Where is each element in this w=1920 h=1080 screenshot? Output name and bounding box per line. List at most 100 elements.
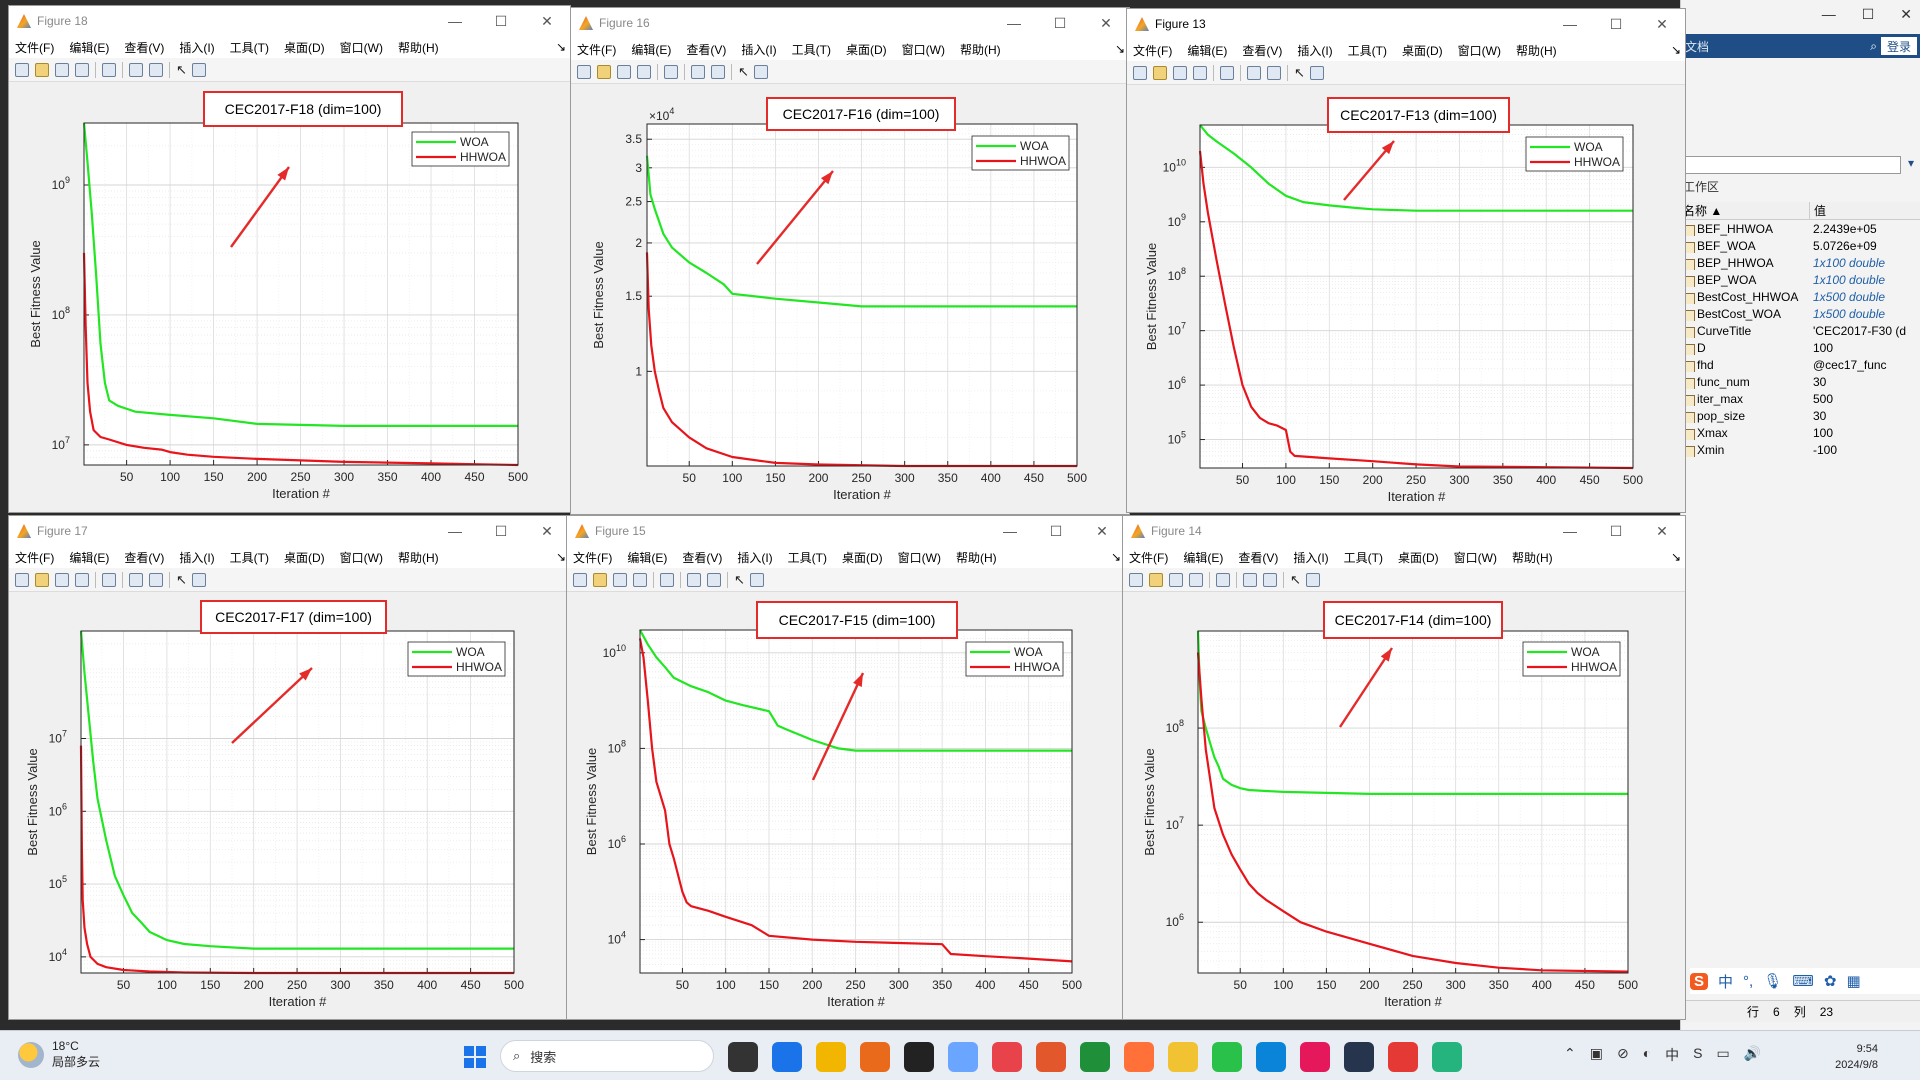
- new-figure-icon[interactable]: [15, 62, 29, 77]
- menu-item[interactable]: 桌面(D): [283, 40, 325, 55]
- figure-canvas[interactable]: 107 108 109 50 100 150 200 250 300 350 400 450 500 It…: [9, 82, 570, 512]
- minimize-icon[interactable]: —: [1003, 522, 1017, 539]
- menu-item[interactable]: 插入(I): [741, 42, 777, 57]
- ime-mode[interactable]: 中: [1718, 973, 1734, 991]
- sogou-tray-icon[interactable]: S: [1693, 1045, 1703, 1061]
- menu-item[interactable]: 编辑(E): [69, 550, 110, 565]
- print-icon[interactable]: [1189, 572, 1203, 587]
- maximize-icon[interactable]: ☐: [1049, 522, 1063, 539]
- menu-overflow-icon[interactable]: ↘: [1670, 43, 1681, 57]
- link-plot-icon[interactable]: [1243, 572, 1257, 587]
- video-icon[interactable]: [816, 1042, 846, 1072]
- menu-item[interactable]: 帮助(H): [397, 40, 439, 55]
- mail-icon[interactable]: [772, 1042, 802, 1072]
- print-preview-icon[interactable]: [102, 62, 116, 77]
- figure-canvas[interactable]: 106 107 108 50 100 150 200 250 300 350 400 450 500 It…: [1123, 592, 1685, 1019]
- keyboard-icon[interactable]: ⌨: [1792, 973, 1814, 990]
- figure-titlebar[interactable]: Figure 17 — ☐ ✕: [9, 516, 570, 546]
- menu-item[interactable]: 编辑(E): [631, 42, 672, 57]
- figure-titlebar[interactable]: Figure 14 — ☐ ✕: [1123, 516, 1685, 546]
- figure-titlebar[interactable]: Figure 16 — ☐ ✕: [571, 8, 1129, 38]
- save-icon[interactable]: [1173, 65, 1187, 80]
- windows-start-icon[interactable]: [464, 1046, 486, 1068]
- menu-item[interactable]: 工具(T): [229, 550, 269, 565]
- legend-box[interactable]: [407, 641, 506, 677]
- maximize-icon[interactable]: ☐: [1861, 5, 1875, 22]
- close-icon[interactable]: ✕: [1100, 14, 1112, 31]
- print-preview-icon[interactable]: [664, 64, 678, 79]
- chevron-down-icon[interactable]: ▾: [1907, 156, 1915, 170]
- menu-item[interactable]: 窗口(W): [339, 40, 383, 55]
- workspace-variable-row[interactable]: D 100: [1681, 339, 1920, 356]
- workspace-variable-row[interactable]: CurveTitle 'CEC2017-F30 (d: [1681, 322, 1920, 339]
- property-inspector-icon[interactable]: [1306, 572, 1320, 587]
- menu-item[interactable]: 查看(V): [124, 550, 165, 565]
- figure-window[interactable]: Figure 13 — ☐ ✕ 文件(F) 编辑(E) 查看(V) 插入(I) 工具(T) 桌面(…: [1126, 8, 1686, 513]
- green-app-icon[interactable]: [1432, 1042, 1462, 1072]
- matlab-icon[interactable]: [1036, 1042, 1066, 1072]
- qq-icon[interactable]: [904, 1042, 934, 1072]
- menu-item[interactable]: 插入(I): [1297, 43, 1333, 58]
- menu-item[interactable]: 工具(T): [229, 40, 269, 55]
- edge-icon[interactable]: [1256, 1042, 1286, 1072]
- maximize-icon[interactable]: ☐: [494, 522, 508, 539]
- open-icon[interactable]: [35, 572, 49, 587]
- sogou-icon[interactable]: S: [1690, 972, 1709, 990]
- legend-box[interactable]: [971, 135, 1070, 171]
- new-figure-icon[interactable]: [15, 572, 29, 587]
- open-icon[interactable]: [35, 62, 49, 77]
- menu-overflow-icon[interactable]: ↘: [555, 40, 566, 54]
- menu-overflow-icon[interactable]: ↘: [1670, 550, 1681, 564]
- menu-item[interactable]: 工具(T): [1343, 550, 1383, 565]
- menu-item[interactable]: 窗口(W): [901, 42, 945, 57]
- menu-item[interactable]: 插入(I): [1293, 550, 1329, 565]
- menu-item[interactable]: 文件(F): [1129, 550, 1169, 565]
- maximize-icon[interactable]: ☐: [1609, 522, 1623, 539]
- menu-item[interactable]: 帮助(H): [1511, 550, 1553, 565]
- skin-icon[interactable]: ✿: [1823, 973, 1837, 990]
- clock[interactable]: 9:54 2024/9/8: [1818, 1041, 1878, 1073]
- task-view-icon[interactable]: [728, 1042, 758, 1072]
- minimize-icon[interactable]: —: [1563, 522, 1577, 539]
- new-figure-icon[interactable]: [573, 572, 587, 587]
- menu-item[interactable]: 文件(F): [573, 550, 613, 565]
- folder-combo[interactable]: [1681, 156, 1901, 174]
- save-icon[interactable]: [55, 572, 69, 587]
- close-icon[interactable]: ✕: [541, 522, 553, 539]
- menu-item[interactable]: 桌面(D): [841, 550, 883, 565]
- menu-item[interactable]: 帮助(H): [955, 550, 997, 565]
- link-plot-icon[interactable]: [129, 62, 143, 77]
- menu-item[interactable]: 桌面(D): [283, 550, 325, 565]
- photos-icon[interactable]: [948, 1042, 978, 1072]
- workspace-variable-row[interactable]: BestCost_WOA 1x500 double: [1681, 305, 1920, 322]
- open-icon[interactable]: [593, 572, 607, 587]
- print-icon[interactable]: [637, 64, 651, 79]
- save-icon[interactable]: [55, 62, 69, 77]
- workspace-variable-row[interactable]: Xmax 100: [1681, 424, 1920, 441]
- menu-item[interactable]: 工具(T): [1347, 43, 1387, 58]
- workspace-variable-row[interactable]: fhd @cec17_func: [1681, 356, 1920, 373]
- edit-plot-icon[interactable]: ↖: [176, 61, 187, 77]
- menu-item[interactable]: 窗口(W): [339, 550, 383, 565]
- print-preview-icon[interactable]: [1220, 65, 1234, 80]
- print-preview-icon[interactable]: [660, 572, 674, 587]
- menu-item[interactable]: 编辑(E): [69, 40, 110, 55]
- workspace-variable-row[interactable]: Xmin -100: [1681, 441, 1920, 458]
- maximize-icon[interactable]: ☐: [1053, 14, 1067, 31]
- figure-canvas[interactable]: 104 105 106 107 50 100 150 200 250 300 350 400 450 50…: [9, 592, 570, 1019]
- figure-window[interactable]: Figure 18 — ☐ ✕ 文件(F) 编辑(E) 查看(V) 插入(I) 工具(T) 桌面(…: [8, 5, 571, 513]
- open-icon[interactable]: [1153, 65, 1167, 80]
- figure-canvas[interactable]: 104 106 108 1010 50 100 150 200 250 300 350 400 450 5…: [567, 592, 1125, 1019]
- property-inspector-icon[interactable]: [192, 572, 206, 587]
- menu-item[interactable]: 帮助(H): [1515, 43, 1557, 58]
- language-icon[interactable]: 中: [1665, 1047, 1680, 1063]
- chevron-up-icon[interactable]: ⌃: [1564, 1045, 1576, 1061]
- edit-plot-icon[interactable]: ↖: [176, 571, 187, 587]
- maximize-icon[interactable]: ☐: [1609, 15, 1623, 32]
- punct-icon[interactable]: °,: [1743, 972, 1754, 990]
- print-preview-icon[interactable]: [1216, 572, 1230, 587]
- menu-item[interactable]: 插入(I): [179, 40, 215, 55]
- link-plot-icon[interactable]: [687, 572, 701, 587]
- notes-app-icon[interactable]: [1300, 1042, 1330, 1072]
- open-icon[interactable]: [597, 64, 611, 79]
